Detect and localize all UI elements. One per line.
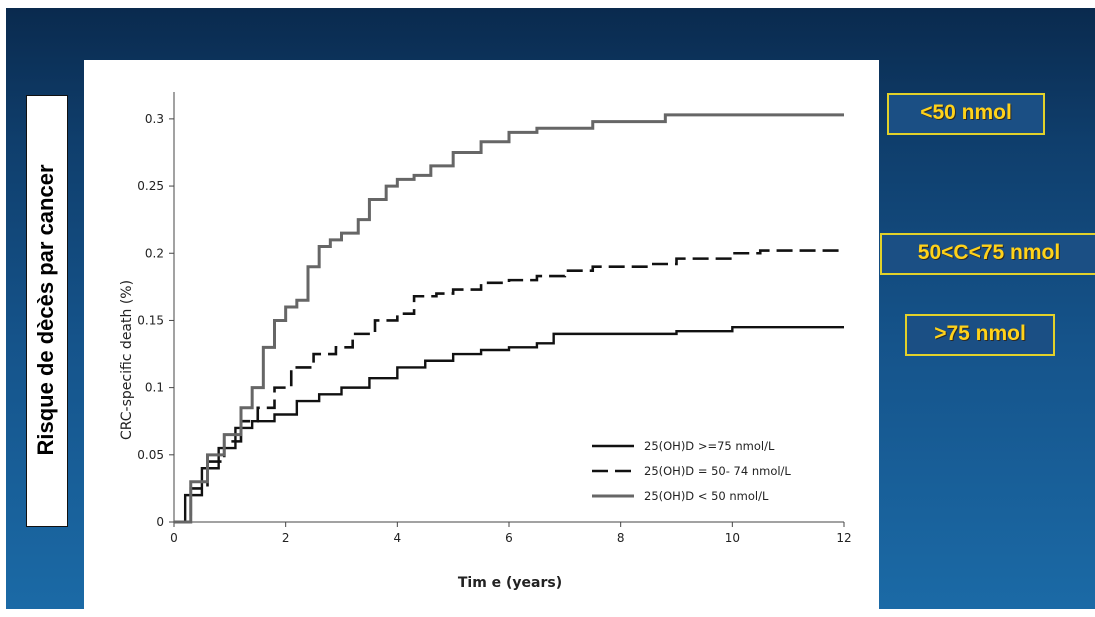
series-line-1 xyxy=(174,325,844,524)
legend-label-3: 25(OH)D < 50 nmol/L xyxy=(644,489,769,503)
x-tick-label: 4 xyxy=(394,531,402,545)
km-chart: 0 0.05 0.1 0.15 0.2 0.25 0.3 0 2 4 6 8 10 12 Tim e (y… xyxy=(119,92,852,591)
tag-high-nmol: >75 nmol xyxy=(905,314,1055,356)
y-tick-label: 0.15 xyxy=(137,313,164,327)
chart-series xyxy=(174,113,844,524)
x-tick-label: 8 xyxy=(617,531,625,545)
y-tick-label: 0.25 xyxy=(137,179,164,193)
tag-mid-nmol: 50<C<75 nmol xyxy=(880,233,1095,275)
x-tick-label: 2 xyxy=(282,531,290,545)
legend-label-2: 25(OH)D = 50- 74 nmol/L xyxy=(644,464,791,478)
side-label: Risque de dècès par cancer xyxy=(33,164,58,456)
y-tick-label: 0.05 xyxy=(137,448,164,462)
x-tick-label: 0 xyxy=(170,531,178,545)
y-tick-label: 0.2 xyxy=(145,246,164,260)
chart-legend: 25(OH)D >=75 nmol/L 25(OH)D = 50- 74 nmol… xyxy=(592,439,791,503)
chart-panel: 0 0.05 0.1 0.15 0.2 0.25 0.3 0 2 4 6 8 10 12 Tim e (y… xyxy=(84,60,879,612)
side-label-box xyxy=(26,95,68,527)
chart-axes: 0 0.05 0.1 0.15 0.2 0.25 0.3 0 2 4 6 8 10 12 xyxy=(137,92,852,545)
x-axis-label: Tim e (years) xyxy=(458,575,562,591)
series-line-3 xyxy=(174,113,844,524)
series-line-2 xyxy=(174,249,844,524)
y-tick-label: 0.1 xyxy=(145,381,164,395)
y-axis-label: CRC-specific death (%) xyxy=(119,280,135,440)
y-tick-label: 0.3 xyxy=(145,112,164,126)
tag-low-nmol: <50 nmol xyxy=(887,93,1045,135)
y-tick-label: 0 xyxy=(156,515,164,529)
x-tick-label: 6 xyxy=(505,531,513,545)
x-tick-label: 10 xyxy=(725,531,740,545)
x-tick-label: 12 xyxy=(836,531,851,545)
legend-label-1: 25(OH)D >=75 nmol/L xyxy=(644,439,775,453)
